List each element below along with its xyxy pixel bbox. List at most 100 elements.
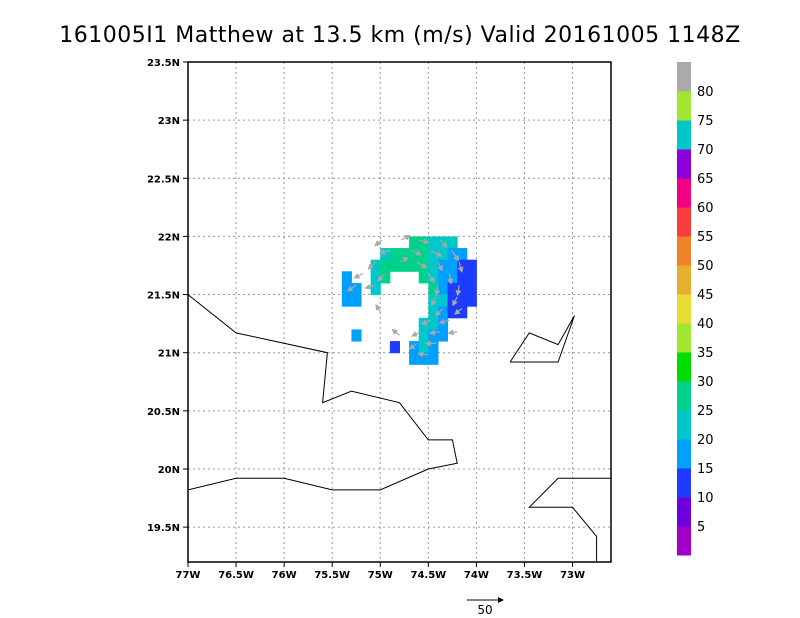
reference-vector: 50 xyxy=(467,597,504,617)
colorbar-label: 45 xyxy=(697,288,714,303)
wind-speed-cell xyxy=(457,259,468,272)
wind-speed-cell xyxy=(428,236,439,249)
colorbar-segment xyxy=(677,294,691,324)
wind-speed-cell xyxy=(370,271,381,284)
wind-vector xyxy=(427,273,435,284)
wind-vector xyxy=(457,261,464,274)
colorbar-label: 15 xyxy=(697,462,714,477)
colorbar-segment xyxy=(677,62,691,92)
colorbar-segment xyxy=(677,207,691,237)
wind-speed-cell xyxy=(457,271,468,284)
wind-speed-cell xyxy=(447,306,458,319)
wind-speed-cell xyxy=(418,352,429,365)
wind-vector xyxy=(450,250,460,262)
wind-vector xyxy=(375,303,382,313)
x-tick-label: 76.5W xyxy=(218,570,254,581)
y-tick-label: 23.5N xyxy=(147,58,180,69)
wind-speed-cell xyxy=(399,259,410,272)
x-tick-label: 77W xyxy=(176,570,201,581)
reference-vector-label: 50 xyxy=(477,603,492,617)
wind-speed-cell xyxy=(409,236,420,249)
wind-speed-cell xyxy=(409,248,420,261)
colorbar-segment xyxy=(677,120,691,150)
colorbar-segment xyxy=(677,178,691,208)
wind-speed-cell xyxy=(466,294,477,307)
colorbar: 5 10 15 20 25 30 35 40 45 50 55 60 65 70 75 80 xyxy=(677,62,714,556)
y-tick-label: 23N xyxy=(158,116,180,127)
wind-vector xyxy=(364,283,376,290)
wind-speed-cell xyxy=(428,248,439,261)
wind-speed-cell xyxy=(466,271,477,284)
wind-speed-cell xyxy=(437,329,449,342)
colorbar-label: 75 xyxy=(697,114,714,129)
wind-speed-cell xyxy=(418,329,429,342)
wind-speed-cell xyxy=(418,271,429,284)
wind-vector xyxy=(346,284,357,292)
wind-vector xyxy=(353,273,364,279)
wind-vector xyxy=(391,328,400,336)
x-tick-label: 75W xyxy=(368,570,393,581)
y-tick-label: 21.5N xyxy=(147,291,180,302)
colorbar-segment xyxy=(677,91,691,121)
wind-vector xyxy=(429,249,443,257)
wind-vector xyxy=(438,318,450,325)
wind-speed-cell xyxy=(409,259,420,272)
map-title: 161005I1 Matthew at 13.5 km (m/s) Valid … xyxy=(59,23,740,48)
wind-vector xyxy=(434,285,441,297)
wind-speed-cell xyxy=(437,317,449,330)
wind-speed-cell xyxy=(428,329,439,342)
y-tick-label: 22N xyxy=(158,232,180,243)
y-tick-label: 19.5N xyxy=(147,523,180,534)
wind-speed-cell xyxy=(437,248,449,261)
wind-speed-cell xyxy=(428,317,439,330)
wind-speed-cell xyxy=(428,294,439,307)
wind-speed-cell xyxy=(457,294,468,307)
wind-vector xyxy=(417,351,429,358)
wind-vector xyxy=(401,235,411,241)
wind-vector xyxy=(374,239,383,247)
colorbar-segment xyxy=(677,439,691,469)
x-axis-ticks: 77W 76.5W 76W 75.5W 75W 74.5W 74W 73.5W 73W xyxy=(176,562,585,581)
wind-speed-cell xyxy=(447,271,458,284)
wind-vector xyxy=(411,331,421,337)
wind-vector xyxy=(452,296,458,307)
coastline xyxy=(188,294,458,491)
colorbar-label: 50 xyxy=(697,259,714,274)
x-tick-label: 74W xyxy=(464,570,489,581)
coastlines xyxy=(188,294,611,562)
wind-vector xyxy=(420,319,431,325)
wind-speed-cell xyxy=(437,271,449,284)
wind-speed-cell xyxy=(351,282,362,296)
wind-speed-cell xyxy=(418,341,429,354)
wind-speed-cell xyxy=(447,259,458,272)
colorbar-segment xyxy=(677,381,691,411)
wind-speed-cell xyxy=(447,236,458,249)
plot-frame xyxy=(187,61,612,563)
wind-vector xyxy=(439,239,448,248)
colorbar-label: 70 xyxy=(697,143,714,158)
wind-speed-cell xyxy=(341,294,352,307)
coastline xyxy=(528,477,611,562)
wind-speed-cell xyxy=(457,248,468,261)
y-axis-ticks: 19.5N 20N 20.5N 21N 21.5N 22N 22.5N 23N 23.5N xyxy=(147,58,188,534)
wind-speed-cell xyxy=(437,259,449,272)
colorbar-label: 30 xyxy=(697,375,714,390)
colorbar-label: 10 xyxy=(697,491,714,506)
wind-speed-cell xyxy=(428,282,439,296)
map-gridlines xyxy=(187,61,611,562)
wind-speed-cell xyxy=(399,248,410,261)
wind-speed-cell xyxy=(409,352,420,365)
wind-vector xyxy=(431,296,437,307)
wind-speed-field xyxy=(341,236,477,365)
colorbar-label: 60 xyxy=(697,201,714,216)
wind-speed-cell xyxy=(428,259,439,272)
wind-vector xyxy=(416,261,428,269)
wind-speed-cell xyxy=(437,306,449,319)
wind-speed-cell xyxy=(418,248,429,261)
wind-speed-cell xyxy=(380,248,391,261)
y-tick-label: 21N xyxy=(158,349,180,360)
wind-speed-cell xyxy=(437,282,449,296)
wind-speed-cell xyxy=(447,282,458,296)
x-tick-label: 75.5W xyxy=(314,570,350,581)
